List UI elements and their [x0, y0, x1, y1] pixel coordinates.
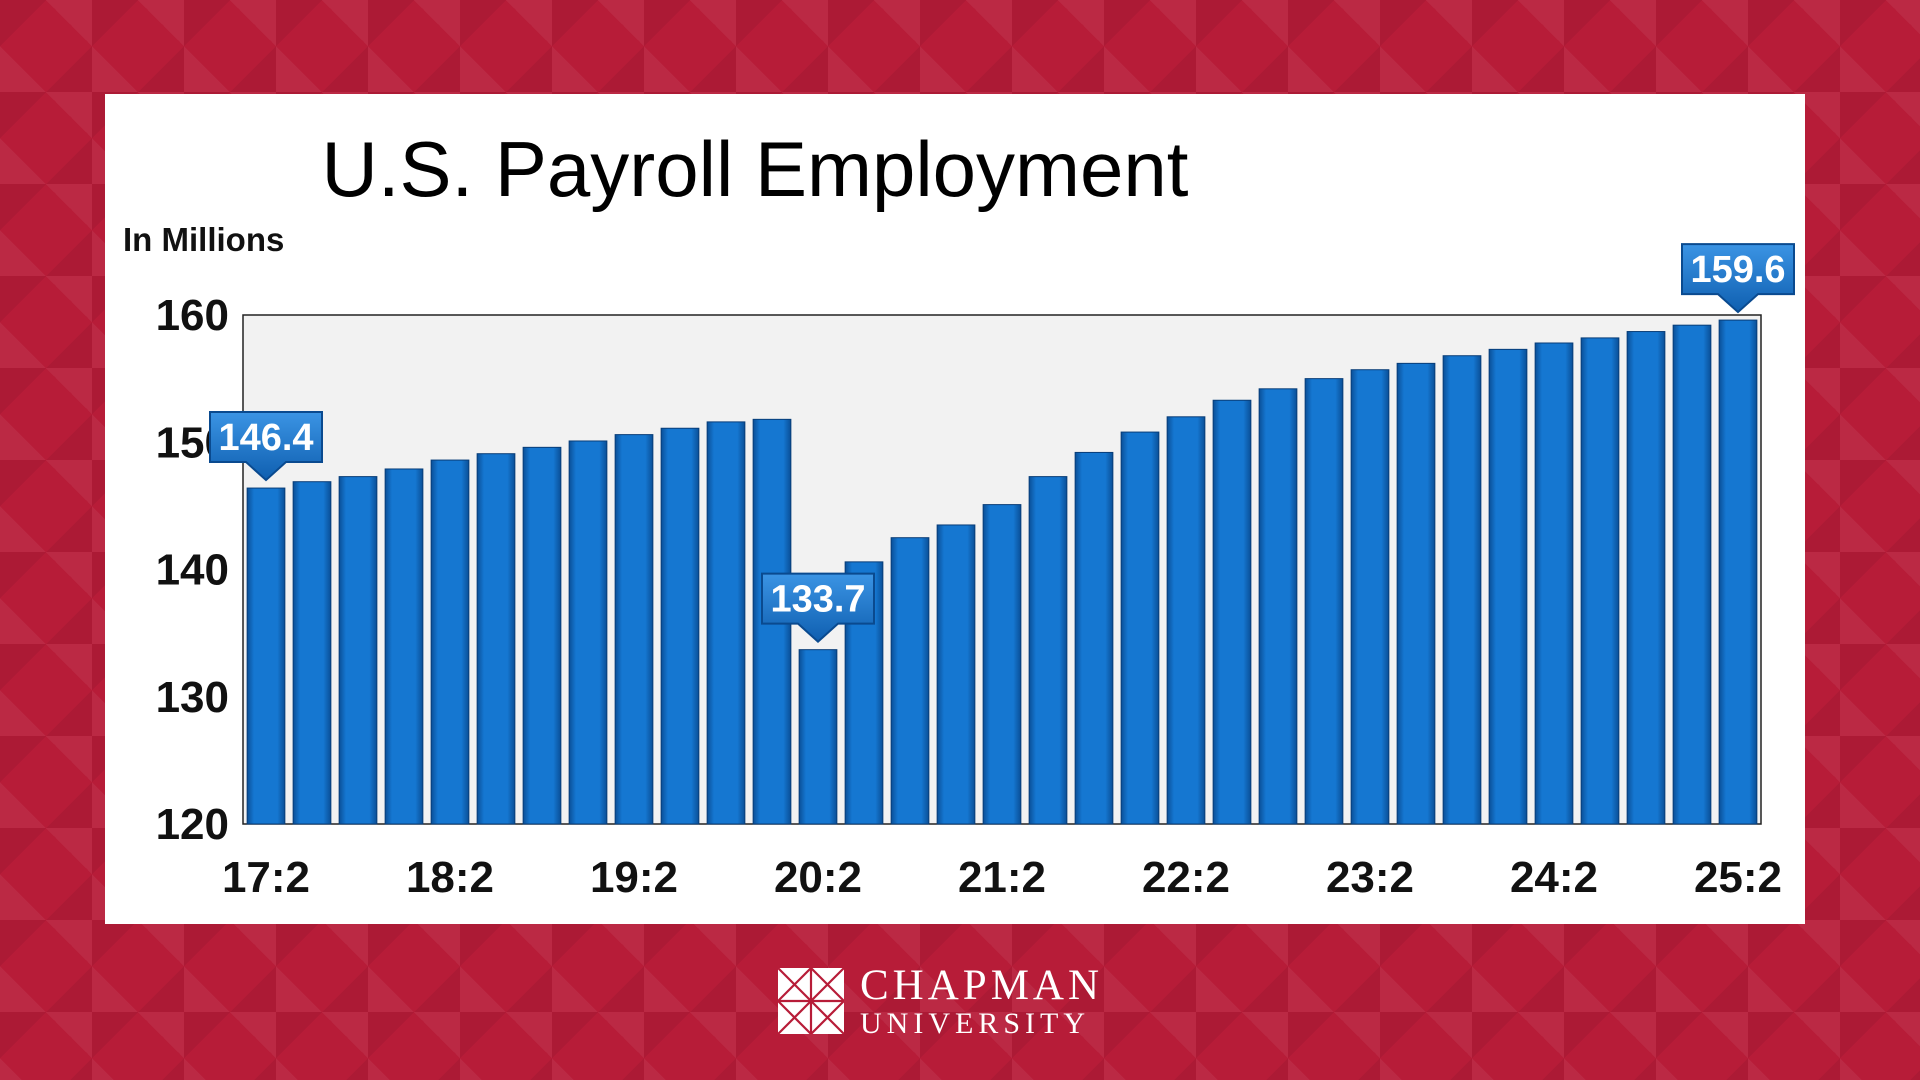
bar-22:3 — [1212, 399, 1252, 825]
bar-23:1 — [1304, 378, 1344, 825]
bar-22:2 — [1166, 416, 1206, 825]
y-tick-label: 140 — [156, 546, 229, 595]
bar-19:1 — [568, 440, 608, 825]
callout-25:2: 159.6 — [1681, 243, 1795, 314]
chapman-logo: CHAPMAN UNIVERSITY — [778, 961, 1148, 1040]
callout-17:2: 146.4 — [209, 411, 323, 482]
bar-21:3 — [1028, 476, 1068, 825]
bar-19:3 — [660, 427, 700, 825]
callout-label: 159.6 — [1690, 249, 1785, 291]
logo-subname: UNIVERSITY — [860, 1006, 1090, 1040]
bar-23:3 — [1396, 362, 1436, 825]
bar-18:1 — [384, 468, 424, 825]
logo-name: CHAPMAN — [860, 961, 1104, 1009]
callout-label: 133.7 — [770, 579, 865, 621]
bar-23:4 — [1442, 355, 1482, 825]
x-tick-label: 23:2 — [1326, 853, 1414, 902]
y-tick-label: 130 — [156, 673, 229, 722]
bar-24:4 — [1626, 331, 1666, 825]
callout-label: 146.4 — [218, 417, 313, 459]
x-tick-label: 20:2 — [774, 853, 862, 902]
x-tick-label: 19:2 — [590, 853, 678, 902]
x-tick-label: 17:2 — [222, 853, 310, 902]
bar-24:3 — [1580, 337, 1620, 825]
bar-24:2 — [1534, 342, 1574, 825]
bar-24:1 — [1488, 348, 1528, 825]
bar-23:2 — [1350, 369, 1390, 825]
y-tick-label: 120 — [156, 800, 229, 849]
bar-19:4 — [706, 421, 746, 825]
bar-22:4 — [1258, 388, 1298, 825]
x-tick-label: 25:2 — [1694, 853, 1782, 902]
bar-19:2 — [614, 434, 654, 825]
bar-18:4 — [522, 446, 562, 825]
bar-18:3 — [476, 453, 516, 825]
y-axis-label: In Millions — [123, 221, 284, 258]
bar-25:1 — [1672, 324, 1712, 825]
bar-21:4 — [1074, 451, 1114, 825]
bar-25:2 — [1718, 319, 1758, 825]
bar-21:1 — [936, 524, 976, 825]
bar-22:1 — [1120, 431, 1160, 825]
bar-20:4 — [890, 537, 930, 825]
x-tick-label: 21:2 — [958, 853, 1046, 902]
bar-17:3 — [292, 481, 332, 825]
x-tick-label: 18:2 — [406, 853, 494, 902]
bars — [246, 319, 1758, 825]
chart: U.S. Payroll Employment In Millions 1201… — [123, 125, 1795, 902]
x-tick-label: 24:2 — [1510, 853, 1598, 902]
callout-20:2: 133.7 — [761, 572, 875, 644]
bar-17:4 — [338, 476, 378, 825]
x-tick-label: 22:2 — [1142, 853, 1230, 902]
bar-21:2 — [982, 504, 1022, 825]
callouts: 146.4 133.7 159.6 — [209, 243, 1795, 644]
bar-17:2 — [246, 487, 286, 825]
chapman-window-logo-icon — [778, 968, 844, 1034]
chart-title: U.S. Payroll Employment — [322, 125, 1189, 213]
chart-panel: U.S. Payroll Employment In Millions 120 1… — [105, 94, 1805, 924]
y-tick-label: 160 — [156, 291, 229, 340]
bar-18:2 — [430, 459, 470, 825]
bar-20:2 — [798, 649, 838, 825]
x-axis-ticks: 17:2 18:2 19:2 20:2 21:2 22:2 23:2 24:2 25:2 — [222, 853, 1782, 902]
